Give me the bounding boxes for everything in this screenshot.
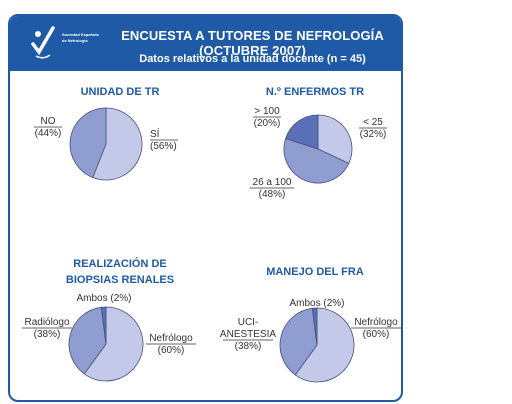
chart-title-fra: MANEJO DEL FRA (266, 266, 364, 278)
pie-label-3-1-0: UCI- (238, 317, 259, 328)
sen-logo-icon (31, 26, 55, 59)
pie-label-0-0-0: SÍ (150, 127, 160, 140)
chart-title-biopsias-line1: REALIZACIÓN DE (73, 258, 167, 270)
pie-slice-0-1 (69, 107, 107, 178)
pie-slice-3-2 (311, 307, 318, 346)
pie-slice-1-1 (283, 137, 350, 184)
pie-label-3-1-2: (38%) (235, 341, 262, 352)
pie-label-2-1-1: (38%) (34, 329, 61, 340)
pie-label-3-0-1: (60%) (363, 329, 390, 340)
pie-slice-1-2 (285, 114, 319, 150)
chart-title-enfermos-tr: N.º ENFERMOS TR (265, 86, 365, 98)
pie-slice-2-2 (100, 306, 107, 345)
page-title: ENCUESTA A TUTORES DE NEFROLOGÍA (OCTUBR… (121, 28, 384, 58)
pie-label-1-1-0: 26 a 100 (253, 177, 292, 188)
pie-slice-3-1 (279, 307, 318, 376)
pie-slice-0-0 (92, 107, 143, 181)
pie-label-2-1-0: Radiólogo (24, 317, 69, 328)
pie-slice-3-0 (294, 307, 355, 383)
pie-label-1-0-0: < 25 (363, 117, 383, 128)
pie-label-3-2-0: Ambos (2%) (289, 298, 344, 309)
pie-label-1-2-0: > 100 (254, 106, 280, 117)
chart-title-biopsias-line2: BIOPSIAS RENALES (65, 274, 175, 286)
pie-slice-1-0 (317, 114, 353, 165)
pie-label-0-1-1: (44%) (35, 128, 62, 139)
pie-label-2-0-1: (60%) (158, 345, 185, 356)
pie-label-1-1-1: (48%) (259, 189, 286, 200)
pie-label-2-2-0: Ambos (2%) (76, 293, 131, 304)
pie-label-2-0-0: Nefrólogo (149, 333, 193, 344)
logo-text: Sociedad Española de Nefrología (62, 32, 99, 43)
pie-label-0-1-0: NO (41, 116, 56, 127)
pie-label-3-1-1: ANESTESIA (220, 329, 276, 340)
chart-title-unidad-tr: UNIDAD DE TR (80, 86, 160, 98)
pie-label-0-0-1: (56%) (150, 141, 177, 152)
header-band: Sociedad Española de Nefrología ENCUESTA… (10, 16, 401, 71)
pie-slice-2-1 (68, 306, 107, 375)
pie-slice-2-0 (83, 306, 144, 382)
page-subtitle: Datos relativos a la unidad docente (n =… (139, 53, 366, 65)
pie-label-1-2-1: (20%) (254, 118, 281, 129)
pie-label-3-0-0: Nefrólogo (354, 317, 398, 328)
pie-label-1-0-1: (32%) (360, 129, 387, 140)
chart-title-biopsias: REALIZACIÓN DE BIOPSIAS RENALES (35, 256, 205, 288)
